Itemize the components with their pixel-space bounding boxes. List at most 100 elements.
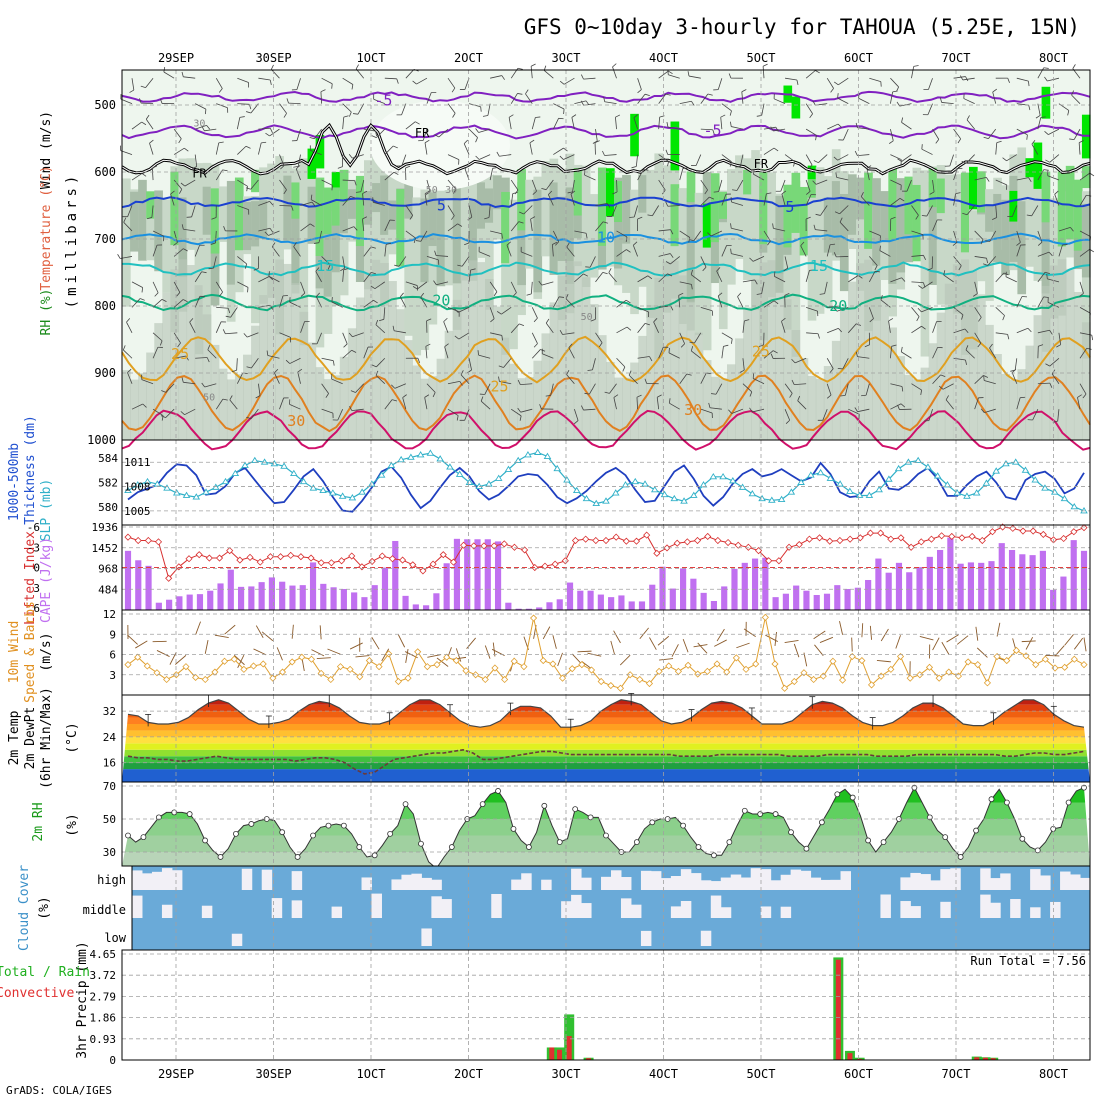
cape-bar — [474, 539, 481, 610]
rh-shade-70 — [597, 167, 607, 246]
wind-barb — [173, 281, 181, 293]
lifted-index-point — [978, 536, 986, 545]
wind10-barb — [659, 658, 674, 661]
wind-barb — [321, 383, 329, 394]
wind-barb — [401, 154, 407, 166]
wind-barb — [194, 296, 201, 308]
wind10-speed-point — [964, 658, 972, 666]
lifted-index-point — [785, 543, 793, 551]
labels: GFS 0~10day 3-hourly for TAHOUA (5.25E, … — [0, 15, 1086, 1097]
wind-barb — [762, 66, 765, 79]
wind-barb — [963, 98, 975, 105]
wind-barb-flag — [313, 242, 320, 244]
wind-barb-flag — [180, 411, 185, 415]
wind-barb-flag — [327, 264, 331, 270]
wind-barb — [149, 143, 154, 155]
rh-shade-30 — [856, 178, 865, 291]
wind-barb — [837, 154, 849, 161]
lifted-index-point — [653, 549, 661, 557]
cloud-cell — [431, 896, 442, 918]
wind-barb — [721, 332, 733, 340]
lifted-index-point — [500, 540, 508, 548]
wind-barb-flag — [139, 298, 145, 301]
cloud-cell — [690, 873, 702, 890]
wind-barb — [562, 332, 575, 335]
wind-barb-flag — [649, 356, 653, 362]
wind-barb-flag — [349, 406, 353, 411]
rh-shade-30 — [638, 170, 647, 287]
wind-barb-flag — [152, 165, 158, 169]
li-tick-label: 3 — [33, 582, 40, 595]
rh-shade-50 — [1017, 201, 1027, 295]
cape-tick-label: 1936 — [92, 521, 119, 534]
rh-shade-low — [1025, 345, 1035, 440]
rh-shade-70 — [783, 184, 793, 248]
wind10-speed-point — [578, 661, 586, 669]
wind-barb — [945, 399, 954, 410]
rh-shade-low — [904, 375, 914, 440]
cloud-cell — [800, 870, 812, 890]
slp-point — [358, 488, 366, 495]
wind-barb-flag — [1078, 140, 1084, 143]
wind10-speed-point — [481, 675, 489, 684]
wind-barb — [805, 270, 810, 282]
cloud-cell — [670, 906, 682, 918]
wind-barb-flag — [223, 226, 226, 231]
wind10-speed-point — [925, 663, 934, 671]
slp-point — [748, 489, 757, 497]
rh-shade-50 — [896, 178, 906, 273]
rh-shade-low — [646, 304, 655, 440]
slp-point — [563, 476, 571, 483]
rh-shade-low — [485, 279, 494, 440]
wind-barb-flag — [285, 359, 291, 364]
wind10-speed-point — [423, 663, 431, 671]
cape-bar — [443, 563, 450, 610]
lifted-index-point — [1019, 527, 1027, 535]
wind10-barb — [613, 630, 621, 644]
rh-shade-30 — [122, 178, 131, 307]
wind-barb-flag — [637, 89, 642, 94]
rh-shade-50 — [339, 194, 349, 234]
wind-barb-flag — [517, 379, 521, 385]
wind-barb-flag — [962, 212, 968, 216]
wind-barb — [173, 332, 181, 344]
lifted-index-label: Lifted Index — [23, 531, 38, 625]
wind-barb — [995, 179, 1007, 186]
precip-tick-label: 3.72 — [90, 969, 117, 982]
wind-barb — [616, 230, 628, 238]
wind-barb — [152, 347, 159, 359]
wind10-speed-point — [983, 679, 991, 687]
wind-barb — [310, 199, 322, 206]
wind-barb — [690, 274, 702, 283]
wind10-barb — [156, 650, 170, 657]
wind-barb-flag — [268, 271, 270, 277]
wind10-speed-point — [134, 653, 142, 661]
wind-barb — [1071, 94, 1081, 104]
wind-barb-flag — [402, 394, 407, 398]
wind-barb — [911, 66, 915, 79]
wind-barb-flag — [1049, 330, 1053, 335]
date-tick-bottom: 4OCT — [649, 1067, 678, 1081]
cape-bar — [546, 602, 553, 610]
lifted-index-point — [927, 535, 936, 543]
wind-barb-flag — [297, 368, 303, 373]
wind10-speed-point — [201, 675, 209, 684]
wind-barb-flag — [349, 111, 352, 117]
wind-barb-flag — [141, 121, 147, 126]
cape-bar — [803, 590, 810, 610]
wind-barb — [669, 402, 680, 410]
wind-barb-flag — [812, 100, 816, 106]
lifted-index-point — [276, 553, 285, 561]
wind-barb — [315, 296, 322, 308]
cloud-cell — [640, 870, 652, 890]
wind-barb-flag — [424, 139, 430, 144]
wind-barb-flag — [160, 415, 166, 419]
wind-barb — [289, 403, 301, 410]
cloud-cell — [770, 880, 782, 890]
cape-bar — [412, 604, 419, 610]
cape-bar — [176, 596, 183, 610]
upper-units-label: (millibars) — [64, 172, 80, 309]
wind-barb-flag — [454, 335, 460, 340]
slp-label: SLP (mb) — [39, 479, 54, 542]
rh-shade-low — [606, 361, 615, 440]
